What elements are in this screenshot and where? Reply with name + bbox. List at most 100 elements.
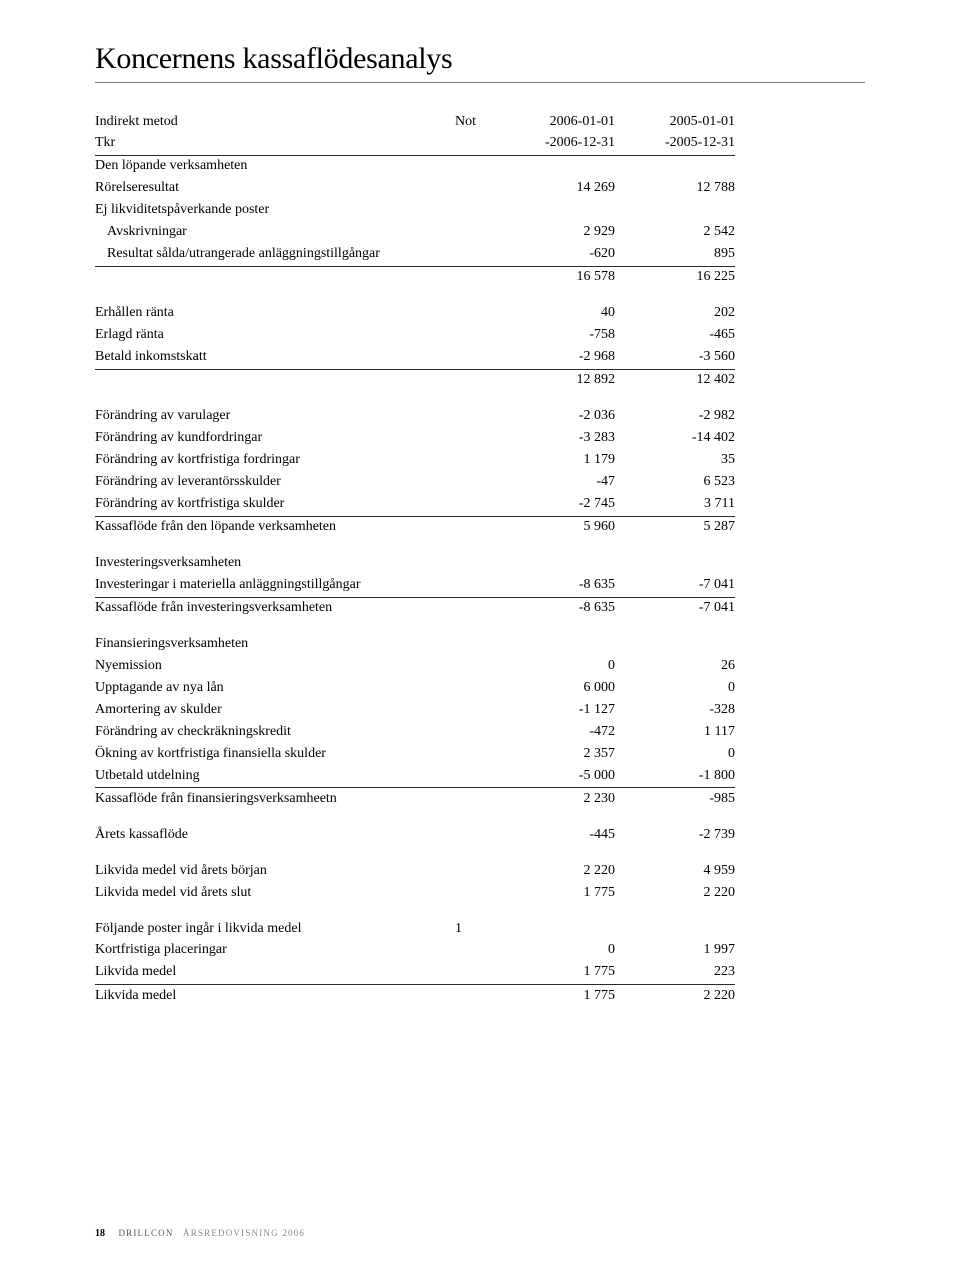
row-y2: -1 800 bbox=[615, 765, 735, 788]
table-row bbox=[95, 620, 735, 634]
table-row bbox=[95, 289, 735, 303]
row-label bbox=[95, 369, 455, 391]
title-rule bbox=[95, 82, 865, 83]
row-label: Likvida medel vid årets slut bbox=[95, 882, 455, 904]
row-note bbox=[455, 634, 495, 656]
row-y1: 14 269 bbox=[495, 178, 615, 200]
row-label: Förändring av kortfristiga fordringar bbox=[95, 449, 455, 471]
row-y2: 26 bbox=[615, 656, 735, 678]
row-label: Förändring av kortfristiga skulder bbox=[95, 493, 455, 516]
row-note bbox=[455, 574, 495, 597]
row-y1 bbox=[495, 553, 615, 575]
table-row: Ökning av kortfristiga finansiella skuld… bbox=[95, 743, 735, 765]
row-label: Likvida medel bbox=[95, 985, 455, 1007]
row-y1: 6 000 bbox=[495, 677, 615, 699]
row-label: Resultat sålda/utrangerade anläggningsti… bbox=[95, 243, 455, 266]
row-label: Erlagd ränta bbox=[95, 325, 455, 347]
table-row: Utbetald utdelning -5 000-1 800 bbox=[95, 765, 735, 788]
table-row: Investeringar i materiella anläggningsti… bbox=[95, 574, 735, 597]
row-note bbox=[455, 743, 495, 765]
row-y2: 1 117 bbox=[615, 721, 735, 743]
table-row: Förändring av leverantörsskulder-476 523 bbox=[95, 471, 735, 493]
row-note bbox=[455, 471, 495, 493]
cashflow-table: Indirekt metodNot2006-01-012005-01-01Tkr… bbox=[95, 111, 735, 1007]
row-note bbox=[455, 493, 495, 516]
row-y2: 16 225 bbox=[615, 266, 735, 288]
header-not: Not bbox=[455, 111, 495, 132]
table-row: Årets kassaflöde-445-2 739 bbox=[95, 824, 735, 846]
table-row: Betald inkomstskatt-2 968-3 560 bbox=[95, 346, 735, 369]
table-row: Följande poster ingår i likvida medel1 bbox=[95, 918, 735, 940]
row-note bbox=[455, 985, 495, 1007]
table-row: Amortering av skulder-1 127-328 bbox=[95, 699, 735, 721]
row-note bbox=[455, 788, 495, 810]
table-row: 12 89212 402 bbox=[95, 369, 735, 391]
row-y2: 35 bbox=[615, 449, 735, 471]
row-y2 bbox=[615, 155, 735, 177]
header-y2: 2005-01-01 bbox=[615, 111, 735, 132]
row-note bbox=[455, 325, 495, 347]
table-row: Kassaflöde från investeringsverksamheten… bbox=[95, 597, 735, 619]
row-note bbox=[455, 824, 495, 846]
row-note bbox=[455, 266, 495, 288]
row-y2: 2 220 bbox=[615, 985, 735, 1007]
row-y2 bbox=[615, 634, 735, 656]
row-y2: -2 982 bbox=[615, 406, 735, 428]
row-label: Utbetald utdelning bbox=[95, 765, 455, 788]
row-label: Kassaflöde från den löpande verksamheten bbox=[95, 516, 455, 538]
gap-cell bbox=[95, 539, 735, 553]
table-row: Finansieringsverksamheten bbox=[95, 634, 735, 656]
row-note bbox=[455, 882, 495, 904]
footer-doc: årsredovisning 2006 bbox=[183, 1228, 305, 1238]
row-label: Likvida medel bbox=[95, 962, 455, 985]
row-y2: 2 220 bbox=[615, 882, 735, 904]
table-row: Kortfristiga placeringar01 997 bbox=[95, 940, 735, 962]
row-label: Betald inkomstskatt bbox=[95, 346, 455, 369]
row-y1: 5 960 bbox=[495, 516, 615, 538]
row-label: Följande poster ingår i likvida medel bbox=[95, 918, 455, 940]
table-row: Upptagande av nya lån6 0000 bbox=[95, 677, 735, 699]
row-note bbox=[455, 200, 495, 222]
row-label: Förändring av leverantörsskulder bbox=[95, 471, 455, 493]
row-label: Investeringsverksamheten bbox=[95, 553, 455, 575]
table-row: Kassaflöde från den löpande verksamheten… bbox=[95, 516, 735, 538]
row-note: 1 bbox=[455, 918, 495, 940]
row-note bbox=[455, 765, 495, 788]
row-y1: -8 635 bbox=[495, 597, 615, 619]
row-y1 bbox=[495, 155, 615, 177]
row-note bbox=[455, 721, 495, 743]
row-note bbox=[455, 428, 495, 450]
row-y1: -5 000 bbox=[495, 765, 615, 788]
row-note bbox=[455, 597, 495, 619]
page-number: 18 bbox=[95, 1228, 105, 1239]
row-y2: 0 bbox=[615, 743, 735, 765]
header-not-2 bbox=[455, 132, 495, 155]
page-title: Koncernens kassaflödesanalys bbox=[95, 42, 865, 76]
row-note bbox=[455, 516, 495, 538]
header-y2-end: -2005-12-31 bbox=[615, 132, 735, 155]
row-note bbox=[455, 860, 495, 882]
row-note bbox=[455, 221, 495, 243]
row-label: Kassaflöde från investeringsverksamheten bbox=[95, 597, 455, 619]
table-row: Erlagd ränta-758-465 bbox=[95, 325, 735, 347]
footer-company: drillcon bbox=[118, 1228, 173, 1238]
row-note bbox=[455, 699, 495, 721]
row-y2: 3 711 bbox=[615, 493, 735, 516]
table-row bbox=[95, 392, 735, 406]
row-y1: -2 968 bbox=[495, 346, 615, 369]
row-y1: 2 357 bbox=[495, 743, 615, 765]
row-y1: 0 bbox=[495, 940, 615, 962]
row-y2: 0 bbox=[615, 677, 735, 699]
row-label: Likvida medel vid årets början bbox=[95, 860, 455, 882]
row-y2: -7 041 bbox=[615, 574, 735, 597]
row-y2: -7 041 bbox=[615, 597, 735, 619]
table-row: Rörelseresultat14 26912 788 bbox=[95, 178, 735, 200]
row-y1: 16 578 bbox=[495, 266, 615, 288]
row-y2: -14 402 bbox=[615, 428, 735, 450]
row-y1 bbox=[495, 634, 615, 656]
row-note bbox=[455, 656, 495, 678]
table-row: Erhållen ränta40202 bbox=[95, 303, 735, 325]
row-y1: 2 220 bbox=[495, 860, 615, 882]
header-unit: Tkr bbox=[95, 132, 455, 155]
row-y1: -1 127 bbox=[495, 699, 615, 721]
